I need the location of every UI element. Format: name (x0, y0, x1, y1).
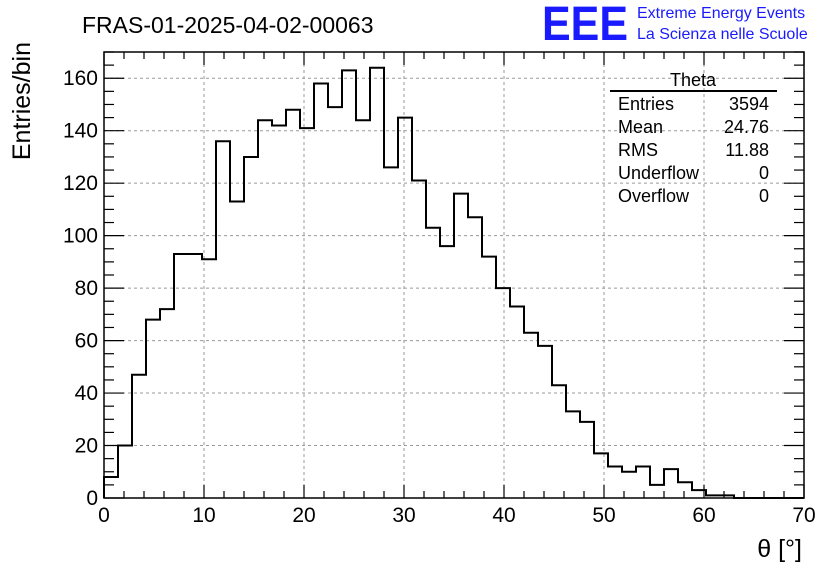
eee-logo: EEE Extreme Energy Events La Scienza nel… (542, 0, 808, 51)
y-tick-label-4: 80 (75, 277, 98, 300)
x-tick-label-0: 0 (98, 504, 110, 527)
eee-logo-line2: La Scienza nelle Scuole (637, 26, 808, 43)
stats-value-entries: 3594 (729, 94, 769, 114)
y-tick-label-0: 0 (86, 487, 98, 510)
stats-label-entries: Entries (618, 94, 674, 114)
x-axis-title: θ [°] (757, 535, 802, 563)
stats-label-underflow: Underflow (618, 163, 700, 183)
x-tick-labels: 0 10 20 30 40 50 60 70 (98, 504, 816, 527)
x-tick-label-7: 70 (792, 504, 815, 527)
stats-value-rms: 11.88 (725, 140, 769, 160)
histogram-outline (103, 66, 804, 499)
x-tick-label-5: 50 (592, 504, 615, 527)
y-tick-label-6: 120 (63, 172, 98, 195)
eee-logo-mark: EEE (542, 0, 628, 51)
stats-value-mean: 24.76 (724, 117, 769, 137)
stats-label-overflow: Overflow (618, 186, 690, 206)
y-tick-label-8: 160 (63, 67, 98, 90)
stats-box: Theta Entries 3594 Mean 24.76 RMS 11.88 … (610, 70, 777, 206)
eee-logo-line1: Extreme Energy Events (637, 5, 805, 22)
axis-ticks (103, 51, 805, 499)
y-tick-label-2: 40 (75, 382, 98, 405)
y-axis-title: Entries/bin (8, 42, 36, 160)
y-tick-label-7: 140 (63, 120, 98, 143)
chart-title: FRAS-01-2025-04-02-00063 (82, 12, 374, 38)
y-tick-label-1: 20 (75, 435, 98, 458)
x-tick-label-3: 30 (392, 504, 415, 527)
stats-value-overflow: 0 (759, 186, 769, 206)
stats-value-underflow: 0 (759, 163, 769, 183)
x-tick-label-4: 40 (492, 504, 515, 527)
x-tick-label-1: 10 (192, 504, 215, 527)
x-tick-label-6: 60 (692, 504, 715, 527)
grid (104, 52, 804, 498)
x-tick-label-2: 20 (292, 504, 315, 527)
y-tick-label-5: 100 (63, 225, 98, 248)
y-tick-labels: 0 20 40 60 80 100 120 140 160 (63, 67, 98, 510)
y-tick-label-3: 60 (75, 330, 98, 353)
stats-label-mean: Mean (618, 117, 663, 137)
stats-label-rms: RMS (618, 140, 658, 160)
stats-title: Theta (670, 70, 717, 90)
